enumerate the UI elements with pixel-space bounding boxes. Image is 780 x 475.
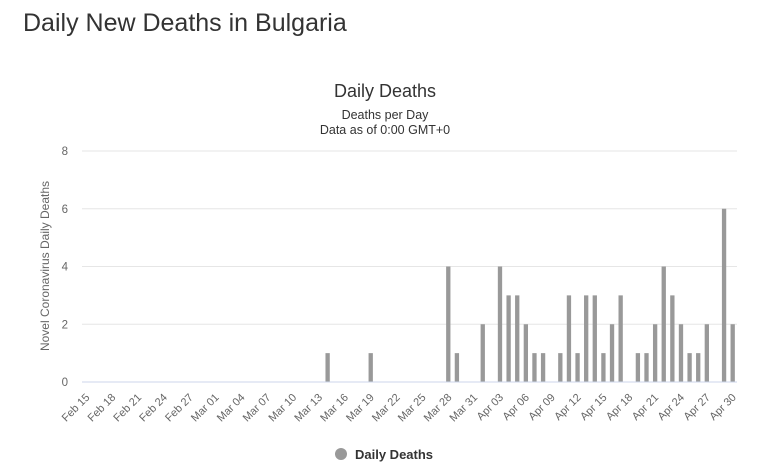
legend[interactable]: Daily Deaths — [335, 447, 433, 462]
bar[interactable] — [584, 295, 589, 382]
bar[interactable] — [558, 353, 563, 382]
chart-title: Daily Deaths — [334, 81, 436, 101]
bar[interactable] — [644, 353, 649, 382]
x-tick-label: Feb 15 — [60, 392, 93, 425]
x-tick-label: Mar 07 — [241, 392, 274, 425]
legend-marker — [335, 448, 347, 460]
x-tick-label: Feb 18 — [86, 392, 119, 425]
x-tick-label: Feb 24 — [137, 392, 170, 425]
x-tick-label: Feb 27 — [163, 392, 196, 425]
bar[interactable] — [687, 353, 692, 382]
grid-lines — [82, 150, 737, 325]
x-tick-label: Apr 21 — [630, 392, 661, 423]
x-tick-label: Apr 27 — [682, 392, 713, 423]
y-tick-label: 2 — [62, 319, 68, 331]
bar[interactable] — [609, 324, 615, 382]
bar[interactable] — [446, 266, 451, 383]
bar[interactable] — [480, 324, 485, 382]
x-tick-label: Feb 21 — [111, 392, 144, 425]
bar[interactable] — [506, 295, 511, 382]
x-tick-label: Apr 30 — [707, 392, 738, 423]
bar[interactable] — [532, 353, 537, 382]
bar[interactable] — [566, 295, 572, 382]
x-tick-label: Apr 03 — [475, 392, 506, 423]
x-tick-label: Mar 13 — [292, 392, 325, 425]
bar[interactable] — [635, 353, 641, 382]
x-tick-label: Apr 24 — [656, 392, 687, 423]
x-tick-label: Apr 12 — [552, 392, 583, 423]
x-tick-label: Apr 15 — [578, 392, 609, 423]
bar[interactable] — [325, 353, 330, 382]
y-tick-label: 8 — [62, 146, 68, 158]
x-tick-label: Mar 04 — [215, 392, 248, 425]
x-tick-label: Mar 22 — [370, 392, 403, 425]
x-tick-label: Mar 31 — [448, 392, 481, 425]
y-tick-label: 6 — [62, 204, 68, 216]
bar[interactable] — [454, 353, 460, 382]
bar[interactable] — [704, 324, 709, 382]
x-tick-label: Mar 10 — [267, 392, 300, 425]
bar[interactable] — [661, 266, 666, 383]
legend-label: Daily Deaths — [355, 447, 433, 462]
bar[interactable] — [575, 353, 580, 382]
chart-subtitle-2: Data as of 0:00 GMT+0 — [320, 123, 450, 137]
x-tick-label: Apr 09 — [526, 392, 557, 423]
bar[interactable] — [540, 353, 546, 382]
y-tick-label: 4 — [62, 262, 69, 274]
bar[interactable] — [523, 324, 529, 382]
bar[interactable] — [497, 266, 503, 383]
x-tick-label: Apr 18 — [604, 392, 635, 423]
y-axis-ticks: 0 2 4 6 8 — [62, 146, 69, 389]
bar-series — [325, 208, 735, 383]
bar[interactable] — [730, 324, 735, 382]
bar[interactable] — [592, 295, 597, 382]
bar[interactable] — [696, 353, 701, 382]
page-title: Daily New Deaths in Bulgaria — [23, 9, 347, 37]
bar[interactable] — [618, 295, 623, 382]
bar[interactable] — [721, 208, 727, 382]
y-tick-label: 0 — [62, 377, 68, 389]
chart-subtitle: Deaths per Day — [342, 108, 430, 122]
bar[interactable] — [652, 324, 658, 382]
bar[interactable] — [515, 295, 520, 382]
bar[interactable] — [678, 324, 684, 382]
bar[interactable] — [670, 295, 675, 382]
x-tick-label: Apr 06 — [501, 392, 532, 423]
x-tick-label: Mar 25 — [396, 392, 429, 425]
x-tick-label: Mar 19 — [344, 392, 377, 425]
x-tick-label: Mar 16 — [318, 392, 351, 425]
bar[interactable] — [368, 353, 373, 382]
x-tick-label: Mar 28 — [422, 392, 455, 425]
bar[interactable] — [601, 353, 606, 382]
y-axis-label: Novel Coronavirus Daily Deaths — [38, 181, 52, 351]
x-tick-label: Mar 01 — [189, 392, 222, 425]
